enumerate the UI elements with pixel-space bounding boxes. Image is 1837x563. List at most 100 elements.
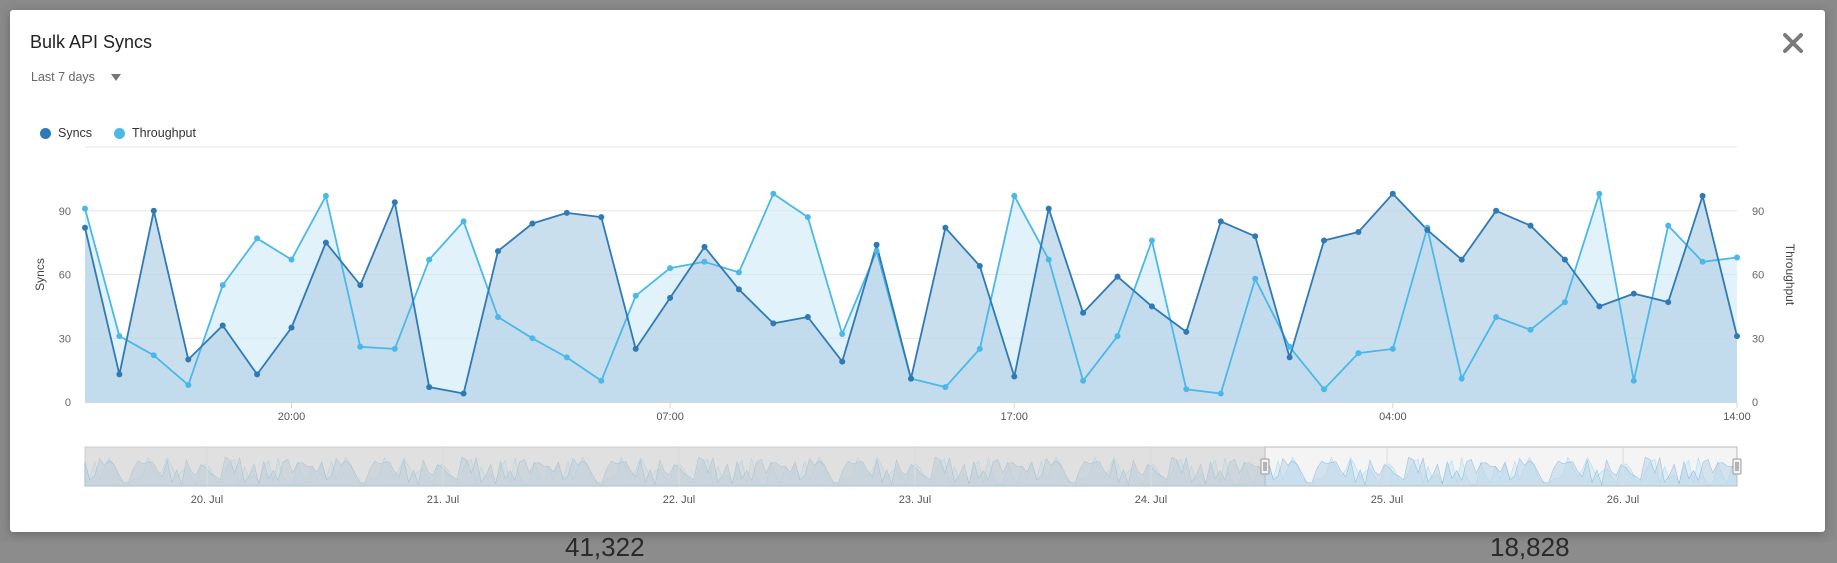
point-throughput <box>1699 258 1706 265</box>
point-throughput <box>322 192 329 199</box>
point-syncs <box>1011 373 1018 380</box>
point-throughput <box>976 345 983 352</box>
point-syncs <box>976 263 983 269</box>
point-syncs <box>357 282 364 289</box>
point-throughput <box>254 235 261 242</box>
chart-svg: 0 0 30 30 60 60 90 90 Syncs Throughput 20:00 07:00 1… <box>33 146 1797 506</box>
point-throughput <box>1252 275 1259 282</box>
navigator-date-label: 23. Jul <box>899 494 931 506</box>
navigator-mask <box>85 447 1265 486</box>
point-syncs <box>1458 256 1465 263</box>
date-range-label: Last 7 days <box>31 70 95 84</box>
point-throughput <box>82 205 88 212</box>
point-throughput <box>1734 254 1740 261</box>
point-throughput <box>1114 333 1121 340</box>
point-throughput <box>1080 377 1087 384</box>
point-syncs <box>804 314 811 320</box>
point-throughput <box>185 382 192 388</box>
point-throughput <box>1217 390 1224 397</box>
y-axis-title-left: Syncs <box>33 258 47 291</box>
point-syncs <box>1148 303 1155 310</box>
point-syncs <box>426 384 433 391</box>
close-icon <box>1783 33 1803 53</box>
navigator-area-syncs <box>84 456 1738 487</box>
point-throughput <box>667 265 674 272</box>
point-throughput <box>1389 345 1396 352</box>
point-throughput <box>1286 343 1293 350</box>
point-throughput <box>1630 377 1637 384</box>
legend-item-syncs[interactable]: Syncs <box>40 126 92 140</box>
point-syncs <box>1665 299 1672 306</box>
point-syncs <box>908 375 914 382</box>
point-throughput <box>1493 314 1500 320</box>
point-syncs <box>1355 229 1362 235</box>
point-throughput <box>770 190 777 197</box>
point-syncs <box>1114 273 1121 280</box>
point-throughput <box>1561 299 1568 306</box>
point-syncs <box>735 286 742 293</box>
point-syncs <box>529 220 536 227</box>
point-syncs <box>1080 309 1087 316</box>
date-range-dropdown[interactable]: Last 7 days <box>31 70 121 84</box>
point-syncs <box>1286 354 1293 361</box>
navigator-handle-right[interactable] <box>1732 458 1742 475</box>
point-syncs <box>563 209 570 216</box>
y-axis-title-right: Throughput <box>1783 244 1797 306</box>
point-syncs <box>495 248 501 255</box>
point-syncs <box>1630 290 1637 297</box>
y-tick-label-left: 0 <box>65 397 71 409</box>
point-syncs <box>770 320 777 327</box>
point-throughput <box>219 282 226 289</box>
legend-marker-syncs <box>40 127 51 139</box>
point-throughput <box>495 314 501 320</box>
point-throughput <box>701 258 708 265</box>
point-throughput <box>1527 326 1534 333</box>
point-syncs <box>942 224 949 231</box>
point-syncs <box>1493 207 1500 214</box>
x-tick-label: 17:00 <box>1000 411 1028 423</box>
navigator-handle-left[interactable] <box>1260 458 1270 475</box>
y-tick-label-left: 30 <box>59 333 71 345</box>
point-syncs <box>1217 218 1224 225</box>
point-syncs <box>185 356 192 363</box>
point-syncs <box>1699 192 1706 199</box>
point-syncs <box>1252 233 1259 240</box>
point-throughput <box>357 343 364 350</box>
point-throughput <box>1458 375 1465 382</box>
x-tick-label: 07:00 <box>656 411 684 423</box>
navigator-date-label: 21. Jul <box>427 494 459 506</box>
close-button[interactable] <box>1780 30 1806 56</box>
point-syncs <box>82 224 88 231</box>
point-syncs <box>1527 222 1534 229</box>
point-syncs <box>254 371 261 378</box>
y-tick-label-left: 90 <box>59 206 71 218</box>
y-tick-label-right: 0 <box>1752 397 1758 409</box>
point-syncs <box>460 390 467 397</box>
chevron-down-icon <box>110 73 121 81</box>
x-tick-label: 20:00 <box>278 411 306 423</box>
navigator-date-label: 26. Jul <box>1607 494 1639 506</box>
point-throughput <box>288 256 295 263</box>
point-throughput <box>150 352 157 359</box>
point-syncs <box>322 239 329 246</box>
point-syncs <box>1561 256 1568 263</box>
x-tick-label: 14:00 <box>1723 411 1751 423</box>
point-syncs <box>391 199 398 206</box>
chart-legend: Syncs Throughput <box>40 126 196 140</box>
point-syncs <box>219 322 226 329</box>
point-syncs <box>701 243 708 250</box>
y-tick-label-left: 60 <box>59 270 71 282</box>
navigator-date-label: 22. Jul <box>663 494 695 506</box>
point-syncs <box>1389 190 1396 197</box>
legend-marker-throughput <box>114 127 126 139</box>
legend-item-throughput[interactable]: Throughput <box>114 126 196 140</box>
point-throughput <box>1011 192 1018 199</box>
point-syncs <box>1734 333 1740 340</box>
point-syncs <box>288 324 295 331</box>
point-throughput <box>391 345 398 352</box>
point-throughput <box>632 292 639 299</box>
point-throughput <box>1355 350 1362 357</box>
point-throughput <box>1321 386 1327 393</box>
point-throughput <box>942 384 949 391</box>
modal-title: Bulk API Syncs <box>30 32 153 52</box>
